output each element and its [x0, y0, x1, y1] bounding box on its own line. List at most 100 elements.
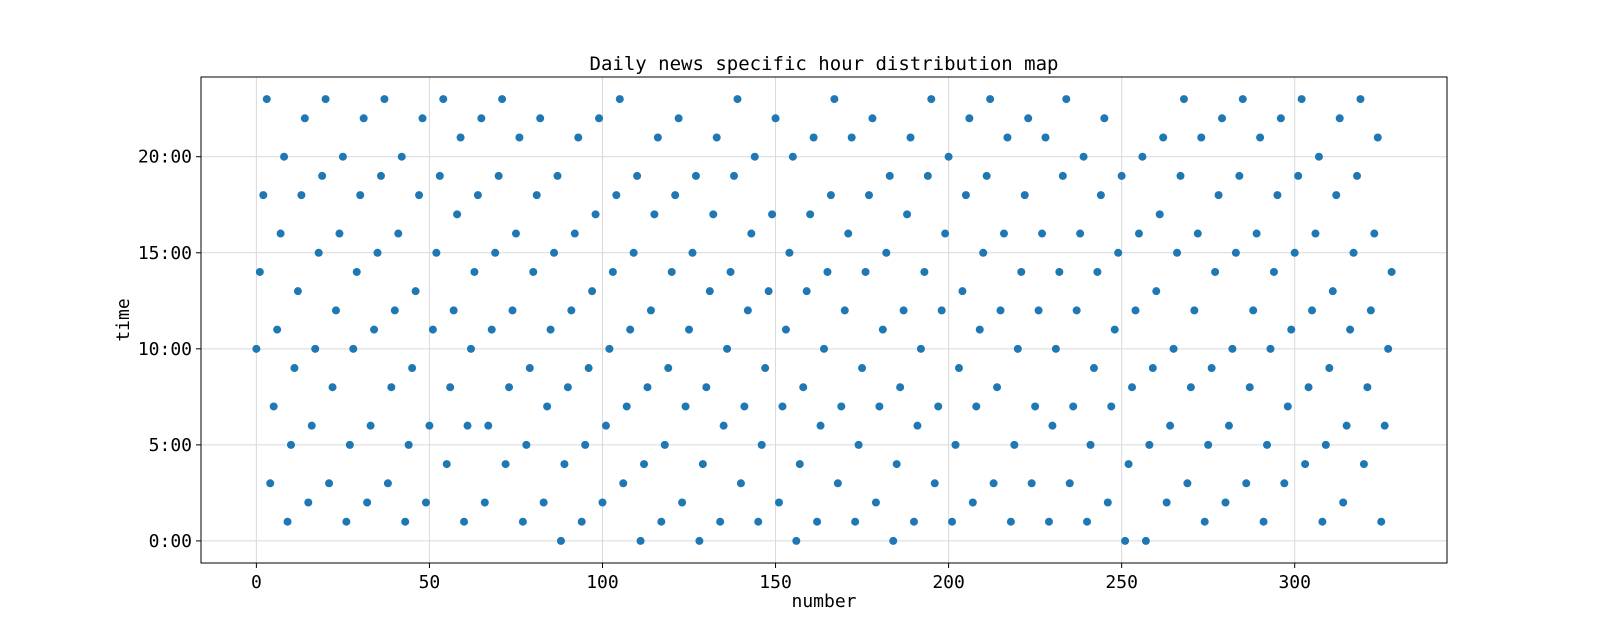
data-point — [491, 248, 500, 257]
data-point — [1003, 133, 1012, 142]
data-point — [255, 267, 264, 276]
data-point — [1356, 95, 1365, 104]
data-point — [460, 517, 469, 526]
data-point — [1155, 210, 1164, 219]
data-point — [1100, 114, 1109, 123]
data-point — [425, 421, 434, 430]
data-point — [643, 383, 652, 392]
data-point — [1211, 267, 1220, 276]
data-point — [290, 364, 299, 373]
data-point — [1041, 133, 1050, 142]
data-point — [1269, 267, 1278, 276]
data-point — [1072, 306, 1081, 315]
data-point — [1062, 95, 1071, 104]
data-point — [598, 498, 607, 507]
data-point — [813, 517, 822, 526]
data-point — [1134, 229, 1143, 238]
data-point — [844, 229, 853, 238]
data-point — [1110, 325, 1119, 334]
data-point — [373, 248, 382, 257]
data-point — [629, 248, 638, 257]
data-point — [809, 133, 818, 142]
data-point — [1024, 114, 1033, 123]
data-point — [401, 517, 410, 526]
data-point — [473, 191, 482, 200]
y-axis-label: time — [113, 298, 134, 341]
x-tick-label: 150 — [759, 572, 792, 593]
data-point — [1013, 344, 1022, 353]
data-point — [1145, 440, 1154, 449]
data-point — [262, 95, 271, 104]
data-point — [563, 383, 572, 392]
data-point — [252, 344, 261, 353]
data-point — [449, 306, 458, 315]
data-point — [702, 383, 711, 392]
data-point — [775, 498, 784, 507]
data-point — [743, 306, 752, 315]
data-point — [837, 402, 846, 411]
data-point — [608, 267, 617, 276]
data-point — [601, 421, 610, 430]
data-point — [342, 517, 351, 526]
data-point — [428, 325, 437, 334]
data-point — [311, 344, 320, 353]
data-point — [314, 248, 323, 257]
data-point — [899, 306, 908, 315]
data-point — [1252, 229, 1261, 238]
data-point — [1131, 306, 1140, 315]
y-tick-label: 15:00 — [138, 243, 192, 264]
data-point — [691, 171, 700, 180]
data-point — [1124, 460, 1133, 469]
data-point — [1173, 248, 1182, 257]
data-point — [719, 421, 728, 430]
data-point — [1152, 287, 1161, 296]
data-point — [854, 440, 863, 449]
data-point — [833, 479, 842, 488]
data-point — [307, 421, 316, 430]
data-point — [387, 383, 396, 392]
data-point — [363, 498, 372, 507]
data-point — [1311, 229, 1320, 238]
data-point — [1055, 267, 1064, 276]
data-point — [508, 306, 517, 315]
data-point — [1010, 440, 1019, 449]
data-point — [1176, 171, 1185, 180]
data-point — [612, 191, 621, 200]
data-point — [996, 306, 1005, 315]
data-point — [896, 383, 905, 392]
data-point — [626, 325, 635, 334]
data-point — [892, 460, 901, 469]
data-point — [376, 171, 385, 180]
data-point — [989, 479, 998, 488]
data-point — [951, 440, 960, 449]
data-point — [1353, 171, 1362, 180]
data-point — [418, 114, 427, 123]
data-point — [1325, 364, 1334, 373]
data-point — [501, 460, 510, 469]
data-point — [1031, 402, 1040, 411]
x-tick-label: 50 — [419, 572, 441, 593]
data-point — [972, 402, 981, 411]
data-point — [1276, 114, 1285, 123]
data-point — [941, 229, 950, 238]
data-point — [397, 152, 406, 161]
data-point — [439, 95, 448, 104]
data-point — [421, 498, 430, 507]
data-point — [345, 440, 354, 449]
data-point — [1069, 402, 1078, 411]
data-point — [861, 267, 870, 276]
data-point — [840, 306, 849, 315]
x-tick-label: 200 — [932, 572, 965, 593]
y-tick-label: 5:00 — [149, 435, 192, 456]
data-point — [300, 114, 309, 123]
data-point — [1301, 460, 1310, 469]
data-point — [1079, 152, 1088, 161]
data-point — [435, 171, 444, 180]
data-point — [1038, 229, 1047, 238]
y-tick-label: 0:00 — [149, 531, 192, 552]
data-point — [1370, 229, 1379, 238]
data-point — [297, 191, 306, 200]
data-point — [664, 364, 673, 373]
data-point — [1107, 402, 1116, 411]
